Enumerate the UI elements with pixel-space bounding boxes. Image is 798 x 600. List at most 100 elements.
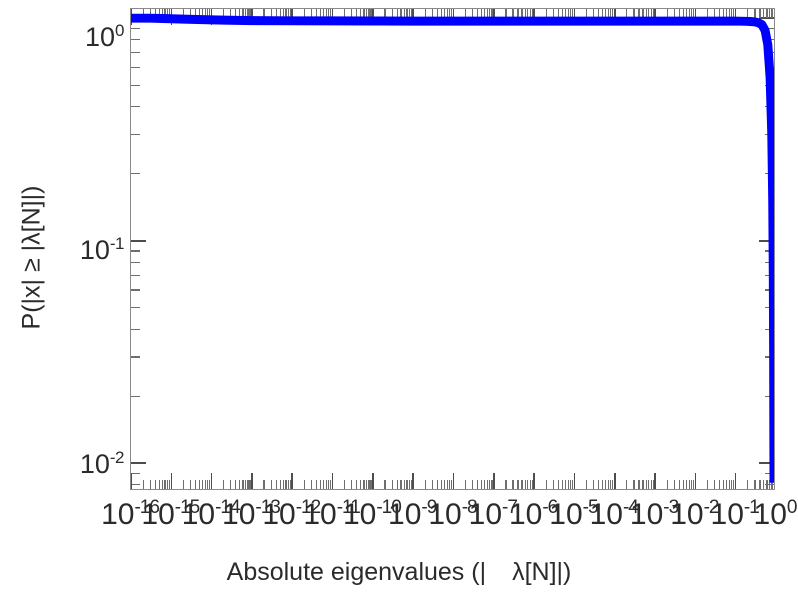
x-axis-minor-tick	[692, 9, 695, 18]
x-axis-minor-tick	[443, 480, 446, 489]
x-axis-minor-tick	[356, 9, 358, 18]
x-tick-exponent: -15	[174, 497, 200, 518]
x-axis-minor-tick	[733, 9, 735, 18]
x-axis-minor-tick	[678, 480, 680, 489]
x-axis-minor-tick	[685, 9, 688, 18]
x-axis-major-tick	[170, 473, 173, 489]
x-tick-mantissa: 10	[629, 498, 664, 531]
x-axis-minor-tick	[642, 480, 644, 489]
x-axis-minor-tick	[325, 9, 327, 18]
x-axis-minor-tick	[406, 9, 408, 18]
x-tick-mantissa: 10	[141, 498, 175, 531]
x-axis-minor-tick	[726, 9, 728, 18]
x-axis-minor-tick	[726, 480, 728, 489]
x-axis-minor-tick	[235, 480, 237, 489]
plot-area[interactable]	[130, 8, 775, 490]
x-axis-minor-tick	[585, 9, 588, 18]
x-axis-minor-tick	[287, 9, 289, 18]
y-tick-label-10e-1: 10-1	[4, 235, 125, 264]
x-axis-minor-tick	[754, 9, 756, 18]
x-axis-major-tick	[734, 473, 737, 489]
x-axis-minor-tick	[769, 480, 771, 489]
x-axis-minor-tick	[285, 9, 287, 18]
x-axis-minor-tick	[610, 9, 612, 18]
x-axis-minor-tick	[360, 9, 362, 18]
x-axis-minor-tick	[719, 9, 721, 18]
x-axis-minor-tick	[198, 480, 201, 489]
x-axis-minor-tick	[446, 480, 448, 489]
x-axis-minor-tick	[154, 480, 156, 489]
x-axis-minor-tick	[754, 480, 756, 489]
x-axis-minor-tick	[682, 480, 684, 489]
x-axis-minor-tick	[202, 9, 204, 18]
x-axis-minor-tick	[408, 9, 410, 18]
x-axis-minor-tick	[652, 9, 654, 18]
x-axis-minor-tick	[448, 9, 451, 18]
x-axis-minor-tick	[282, 480, 284, 489]
x-axis-minor-tick	[650, 480, 652, 489]
x-axis-minor-tick	[512, 9, 514, 18]
x-axis-minor-tick	[328, 9, 330, 18]
x-axis-minor-tick	[289, 480, 291, 489]
x-axis-minor-tick	[230, 480, 232, 489]
x-axis-minor-tick	[489, 9, 491, 18]
x-tick-exponent: -13	[255, 497, 280, 518]
x-axis-minor-tick	[323, 480, 325, 489]
x-axis-minor-tick	[242, 480, 244, 489]
y-axis-minor-tick	[131, 356, 140, 358]
x-tick-mantissa: 10	[670, 498, 704, 531]
x-axis-major-tick	[131, 473, 132, 489]
x-axis-minor-tick	[486, 480, 489, 489]
x-tick-exponent: -2	[703, 497, 720, 518]
x-axis-minor-tick	[166, 480, 168, 489]
x-axis-minor-tick	[396, 480, 398, 489]
x-axis-minor-tick	[561, 480, 563, 489]
x-axis-major-tick	[251, 473, 253, 489]
x-axis-minor-tick	[524, 480, 526, 489]
y-axis-minor-tick	[131, 395, 140, 397]
x-axis-minor-tick	[690, 480, 693, 489]
y-axis-title: P(|x| ≥ |λ[N]|)	[17, 185, 46, 330]
x-tick-mantissa: 10	[222, 498, 256, 531]
x-axis-minor-tick	[204, 9, 206, 18]
x-axis-minor-tick	[766, 480, 768, 489]
x-axis-minor-tick	[223, 9, 225, 18]
x-axis-major-tick	[372, 473, 374, 489]
x-tick-label-10e0: 100	[754, 498, 798, 530]
y-tick-exponent: -2	[109, 448, 125, 467]
x-axis-minor-tick	[436, 9, 439, 18]
x-axis-minor-tick	[567, 9, 569, 18]
x-axis-minor-tick	[366, 9, 368, 18]
x-axis-minor-tick	[149, 480, 151, 489]
x-axis-minor-tick	[769, 9, 771, 18]
x-axis-minor-tick	[481, 480, 483, 489]
x-axis-major-tick	[613, 473, 616, 489]
x-axis-minor-tick	[645, 9, 647, 18]
x-axis-minor-tick	[645, 480, 647, 489]
x-axis-minor-tick	[569, 480, 572, 489]
x-axis-minor-tick	[182, 480, 185, 489]
x-tick-mantissa: 10	[589, 498, 623, 531]
x-axis-minor-tick	[235, 9, 237, 18]
x-axis-minor-tick	[714, 9, 716, 18]
x-axis-minor-tick	[164, 480, 166, 489]
x-axis-minor-tick	[158, 480, 160, 489]
x-axis-minor-tick	[451, 480, 453, 489]
x-axis-minor-tick	[443, 9, 446, 18]
x-axis-minor-tick	[310, 9, 313, 18]
data-curve-svg	[131, 13, 774, 483]
y-axis-minor-tick	[131, 173, 140, 175]
x-axis-minor-tick	[706, 9, 709, 18]
x-axis-minor-tick	[648, 480, 650, 489]
x-axis-minor-tick	[400, 9, 402, 18]
x-axis-title-part2: λ[N]|)	[512, 558, 572, 586]
x-axis-minor-tick	[728, 480, 731, 489]
y-axis-minor-tick	[131, 84, 140, 86]
x-axis-minor-tick	[759, 9, 761, 18]
y-axis-minor-tick	[131, 328, 140, 330]
x-axis-minor-tick	[731, 480, 733, 489]
x-tick-label-10e-8: 10-8	[428, 498, 477, 530]
x-axis-minor-tick	[363, 9, 365, 18]
x-axis-minor-tick	[505, 9, 507, 18]
x-axis-minor-tick	[557, 480, 559, 489]
